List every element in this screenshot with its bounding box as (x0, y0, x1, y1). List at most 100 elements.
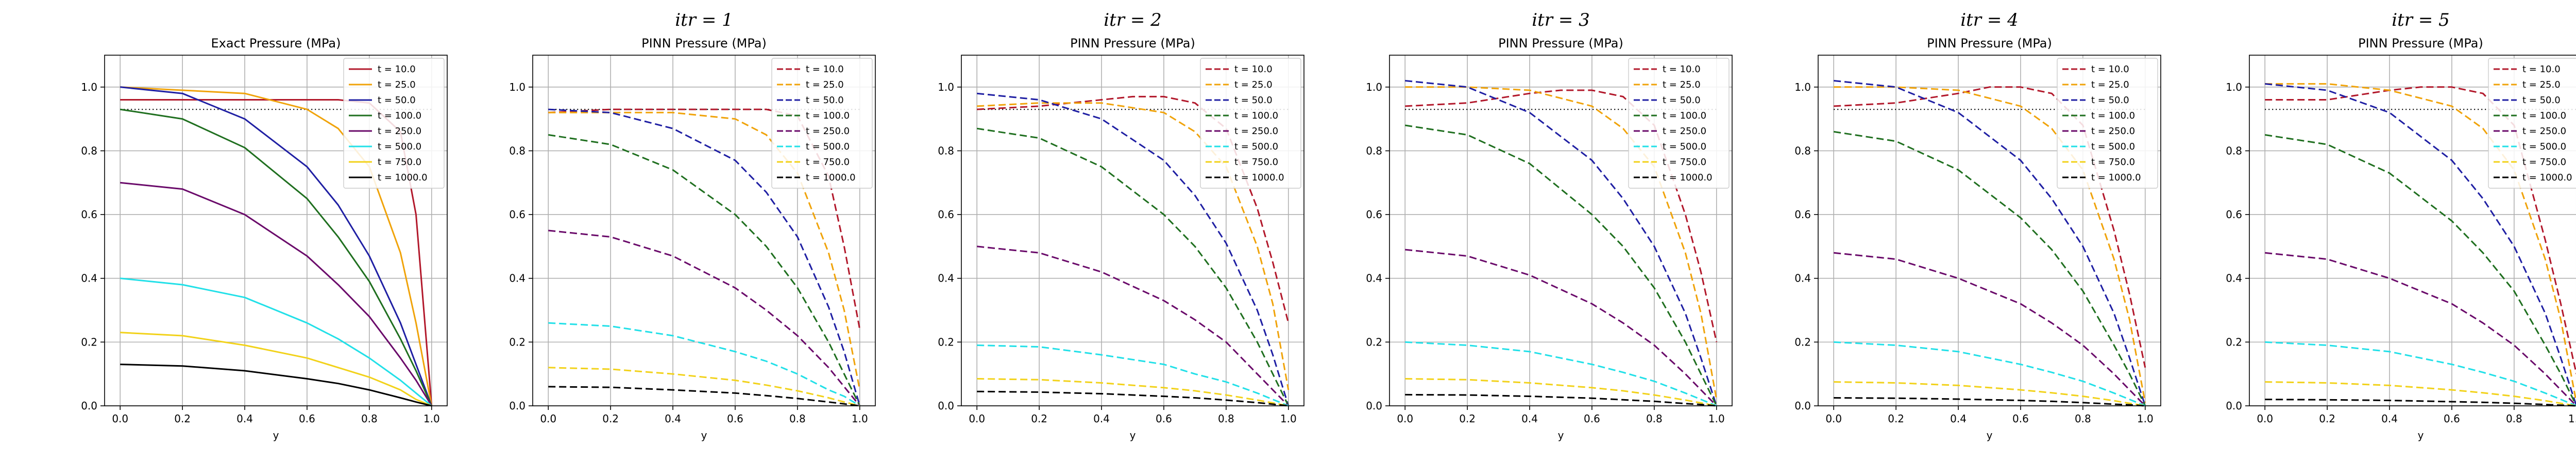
legend: t = 10.0 t = 25.0 t = 50.0 t = 100.0 t = 250… (2488, 58, 2576, 189)
legend-entry-label: t = 100.0 (2091, 110, 2135, 121)
legend-entry-label: t = 50.0 (1234, 95, 1273, 106)
legend-entry-label: t = 500.0 (806, 141, 850, 152)
legend-entry-label: t = 50.0 (2522, 95, 2561, 106)
y-tick-label: 0.4 (509, 272, 526, 285)
legend-box (343, 58, 445, 189)
y-tick-label: 0.0 (2226, 400, 2242, 412)
panel-suptitle: itr = 1 (675, 10, 733, 30)
y-tick-label: 0.2 (2226, 336, 2242, 348)
x-tick-label: 1.0 (423, 413, 440, 425)
series-line-2 (548, 111, 861, 390)
series-line-6 (977, 344, 1289, 407)
legend-entry-label: t = 750.0 (378, 157, 421, 168)
series-line-8 (548, 386, 860, 407)
chart-panel-1: 0.0 0.2 0.4 0.6 0.8 1.0 0.0 0.2 0.4 0.6 0.8 1.0 Exac… (81, 36, 448, 441)
x-tick-label: 0.2 (2319, 413, 2335, 425)
series-line-1 (1834, 86, 2146, 368)
legend-entry-label: t = 50.0 (378, 95, 416, 106)
x-tick-label: 0.8 (2506, 413, 2522, 425)
y-tick-label: 0.4 (1366, 272, 1382, 285)
legend-entry-label: t = 50.0 (1663, 95, 1701, 106)
legend-entry-label: t = 100.0 (378, 110, 421, 121)
x-tick-label: 0.2 (602, 413, 619, 425)
series-line-2 (1405, 86, 1718, 400)
legend-entry-label: t = 250.0 (1663, 126, 1706, 137)
legend-entry-label: t = 100.0 (806, 110, 850, 121)
x-tick-label: 1.0 (852, 413, 868, 425)
legend-entry-label: t = 500.0 (2091, 141, 2135, 152)
y-tick-label: 0.0 (81, 400, 97, 412)
y-tick-label: 0.8 (2226, 144, 2242, 157)
legend-entry-label: t = 25.0 (378, 79, 416, 90)
x-tick-label: 0.4 (1950, 413, 1967, 425)
legend-entry-label: t = 100.0 (1234, 110, 1278, 121)
x-tick-label: 1.0 (2568, 413, 2576, 425)
series-line-5 (1834, 252, 2146, 407)
series-line-2 (2265, 83, 2576, 403)
legend-entry-label: t = 250.0 (2522, 126, 2566, 137)
axes-frame (2249, 55, 2576, 406)
y-tick-label: 1.0 (2226, 81, 2242, 93)
x-axis-label: y (1558, 429, 1564, 441)
x-tick-label: 0.4 (236, 413, 253, 425)
series-line-7 (120, 332, 432, 407)
x-tick-label: 0.6 (299, 413, 315, 425)
x-tick-label: 0.0 (2257, 413, 2273, 425)
chart-panel-2: 0.0 0.2 0.4 0.6 0.8 1.0 0.0 0.2 0.4 0.6 0.8 1.0 itr … (509, 10, 876, 441)
x-tick-label: 0.6 (1156, 413, 1172, 425)
legend: t = 10.0 t = 25.0 t = 50.0 t = 100.0 t = 250… (1200, 58, 1301, 189)
panel-suptitle: itr = 4 (1960, 10, 2019, 30)
legend: t = 10.0 t = 25.0 t = 50.0 t = 100.0 t = 250… (343, 58, 445, 189)
series-line-3 (977, 92, 1290, 406)
legend-entry-label: t = 500.0 (2522, 141, 2566, 152)
axes-frame (1818, 55, 2161, 406)
series-line-7 (548, 367, 860, 407)
y-tick-label: 1.0 (81, 81, 97, 93)
legend-box (1628, 58, 1730, 189)
panel-title: PINN Pressure (MPa) (1070, 36, 1195, 51)
x-tick-label: 0.2 (174, 413, 191, 425)
series-line-7 (1405, 378, 1717, 407)
y-tick-label: 0.2 (509, 336, 526, 348)
series-line-5 (548, 229, 860, 406)
x-tick-label: 0.4 (2381, 413, 2398, 425)
x-tick-label: 0.0 (1825, 413, 1842, 425)
series-line-7 (1834, 381, 2146, 407)
axes-frame (532, 55, 876, 406)
series-line-6 (120, 277, 432, 407)
series-line-7 (977, 378, 1289, 407)
x-tick-label: 1.0 (2137, 413, 2154, 425)
legend-entry-label: t = 25.0 (2522, 79, 2561, 90)
legend: t = 10.0 t = 25.0 t = 50.0 t = 100.0 t = 250… (2057, 58, 2158, 189)
x-tick-label: 0.8 (361, 413, 378, 425)
x-axis-label: y (273, 429, 279, 441)
x-tick-label: 0.0 (1397, 413, 1413, 425)
legend-box (2488, 58, 2576, 189)
y-tick-label: 0.0 (1794, 400, 1811, 412)
x-tick-label: 0.8 (1218, 413, 1234, 425)
legend-entry-label: t = 25.0 (1234, 79, 1273, 90)
x-tick-label: 0.4 (1093, 413, 1110, 425)
panel-title: PINN Pressure (MPa) (2358, 36, 2483, 51)
panel-title: Exact Pressure (MPa) (211, 36, 341, 51)
legend-entry-label: t = 10.0 (2091, 64, 2129, 75)
x-tick-label: 1.0 (1708, 413, 1725, 425)
series-line-8 (2265, 399, 2576, 407)
x-tick-label: 0.4 (665, 413, 681, 425)
axes-frame (1389, 55, 1733, 406)
panel-suptitle: itr = 5 (2392, 10, 2450, 30)
x-tick-label: 1.0 (1280, 413, 1297, 425)
panel-suptitle: itr = 2 (1104, 10, 1162, 30)
legend-entry-label: t = 1000.0 (1663, 172, 1713, 183)
legend-entry-label: t = 500.0 (1663, 141, 1706, 152)
legend-entry-label: t = 25.0 (2091, 79, 2129, 90)
panel-title: PINN Pressure (MPa) (1498, 36, 1623, 51)
y-tick-label: 0.4 (81, 272, 97, 285)
x-tick-label: 0.2 (1888, 413, 1904, 425)
series-line-8 (977, 390, 1289, 407)
legend-entry-label: t = 10.0 (806, 64, 844, 75)
legend-box (2057, 58, 2158, 189)
y-tick-label: 0.0 (509, 400, 526, 412)
axes-frame (961, 55, 1304, 406)
series-line-1 (2265, 86, 2576, 374)
